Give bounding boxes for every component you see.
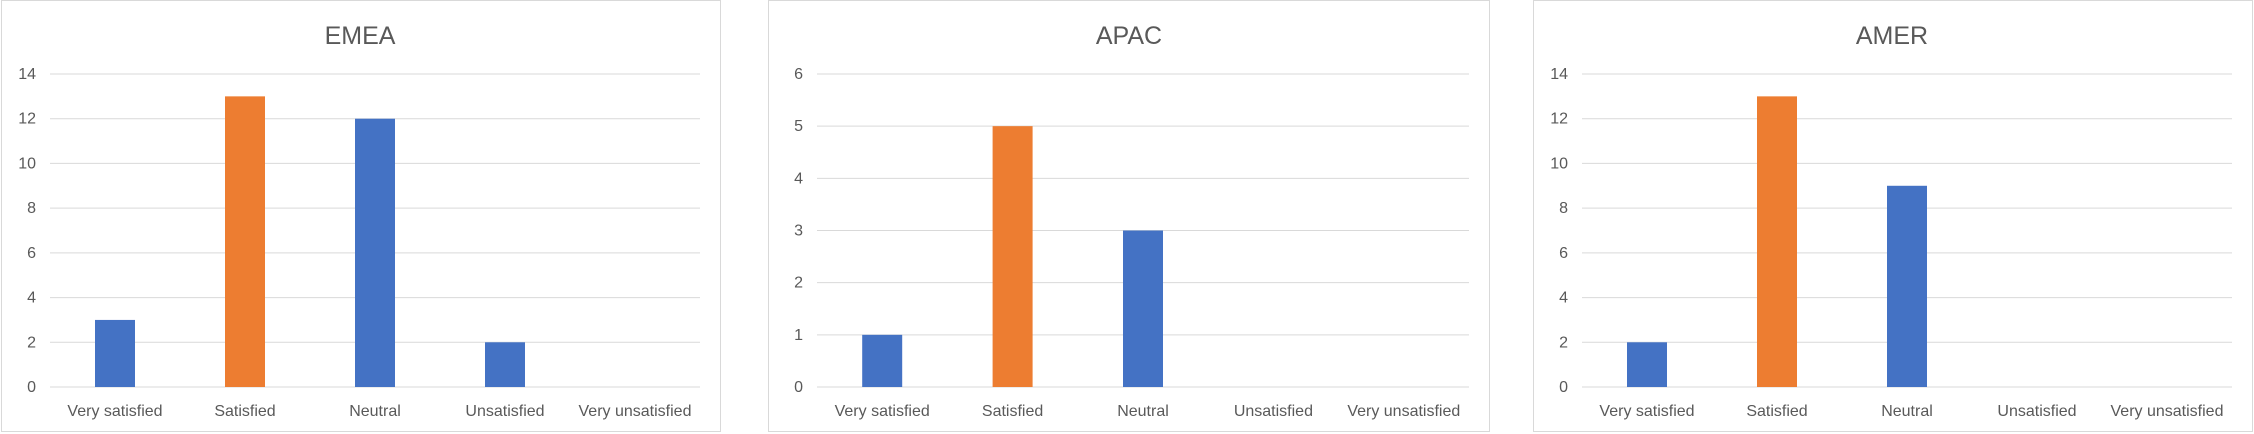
y-tick-label: 2	[27, 334, 36, 351]
bars	[1627, 96, 1927, 387]
y-tick-label: 14	[18, 66, 36, 83]
bar-chart-emea: EMEA 0 2 4 6 8 10 12 14 Very satisfied Satisfied…	[18, 22, 700, 420]
y-tick-label: 1	[794, 327, 803, 344]
x-category-label: Satisfied	[1746, 403, 1807, 420]
y-tick-label: 10	[1550, 155, 1568, 172]
y-tick-label: 12	[18, 111, 36, 128]
chart-panel-emea: EMEA 0 2 4 6 8 10 12 14 Very satisfied Satisfied…	[1, 0, 721, 432]
bar-very-satisfied	[862, 334, 903, 387]
y-tick-label: 8	[27, 200, 36, 217]
y-tick-label: 4	[794, 170, 803, 187]
chart-title: APAC	[1096, 22, 1162, 50]
bar-unsatisfied	[485, 342, 525, 387]
y-tick-label: 4	[27, 290, 36, 307]
chart-panel-amer: AMER 0 2 4 6 8 10 12 14 Very satisfied Satisfied…	[1533, 0, 2253, 432]
x-category-label: Neutral	[1117, 403, 1169, 420]
y-tick-label: 0	[1559, 379, 1568, 396]
bar-satisfied	[1757, 96, 1797, 387]
bar-neutral	[355, 118, 395, 387]
chart-panel-apac: APAC 0 1 2 3 4 5 6 Very satisfied Satisfied Neut…	[768, 0, 1490, 432]
x-category-label: Very unsatisfied	[2111, 403, 2224, 420]
x-category-label: Neutral	[1881, 403, 1933, 420]
bar-very-satisfied	[95, 319, 135, 387]
y-tick-label: 6	[794, 66, 803, 83]
y-tick-label: 5	[794, 118, 803, 135]
y-tick-label: 6	[27, 245, 36, 262]
y-tick-label: 2	[794, 275, 803, 292]
bars	[862, 126, 1163, 388]
y-axis-ticks: 0 2 4 6 8 10 12 14	[1550, 66, 1568, 396]
chart-title: EMEA	[325, 22, 396, 50]
bar-chart-amer: AMER 0 2 4 6 8 10 12 14 Very satisfied Satisfied…	[1550, 22, 2232, 420]
x-category-label: Neutral	[349, 403, 401, 420]
y-tick-label: 8	[1559, 200, 1568, 217]
x-category-label: Very unsatisfied	[1347, 403, 1460, 420]
bar-very-satisfied	[1627, 342, 1667, 387]
x-category-label: Unsatisfied	[1234, 403, 1313, 420]
x-category-label: Very satisfied	[1599, 403, 1694, 420]
y-tick-label: 10	[18, 155, 36, 172]
x-category-label: Satisfied	[982, 403, 1043, 420]
y-tick-label: 0	[794, 379, 803, 396]
x-category-label: Very satisfied	[835, 403, 930, 420]
y-axis-ticks: 0 1 2 3 4 5 6	[794, 66, 803, 396]
chart-title: AMER	[1856, 22, 1928, 50]
y-axis-ticks: 0 2 4 6 8 10 12 14	[18, 66, 36, 396]
x-axis-categories: Very satisfied Satisfied Neutral Unsatisfie…	[835, 403, 1461, 420]
x-axis-categories: Very satisfied Satisfied Neutral Unsatisfie…	[1599, 403, 2223, 420]
bars	[95, 96, 525, 387]
bar-neutral	[1887, 185, 1927, 387]
bar-neutral	[1123, 230, 1163, 387]
y-tick-label: 12	[1550, 111, 1568, 128]
x-category-label: Unsatisfied	[465, 403, 544, 420]
y-tick-label: 14	[1550, 66, 1568, 83]
bar-chart-apac: APAC 0 1 2 3 4 5 6 Very satisfied Satisfied Neut…	[794, 22, 1469, 420]
bar-satisfied	[225, 96, 265, 387]
y-tick-label: 3	[794, 223, 803, 240]
x-category-label: Very unsatisfied	[579, 403, 692, 420]
x-category-label: Satisfied	[214, 403, 275, 420]
y-tick-label: 6	[1559, 245, 1568, 262]
bar-satisfied	[992, 126, 1033, 388]
y-tick-label: 4	[1559, 290, 1568, 307]
x-axis-categories: Very satisfied Satisfied Neutral Unsatisfie…	[67, 403, 691, 420]
y-tick-label: 0	[27, 379, 36, 396]
x-category-label: Unsatisfied	[1997, 403, 2076, 420]
y-tick-label: 2	[1559, 334, 1568, 351]
x-category-label: Very satisfied	[67, 403, 162, 420]
